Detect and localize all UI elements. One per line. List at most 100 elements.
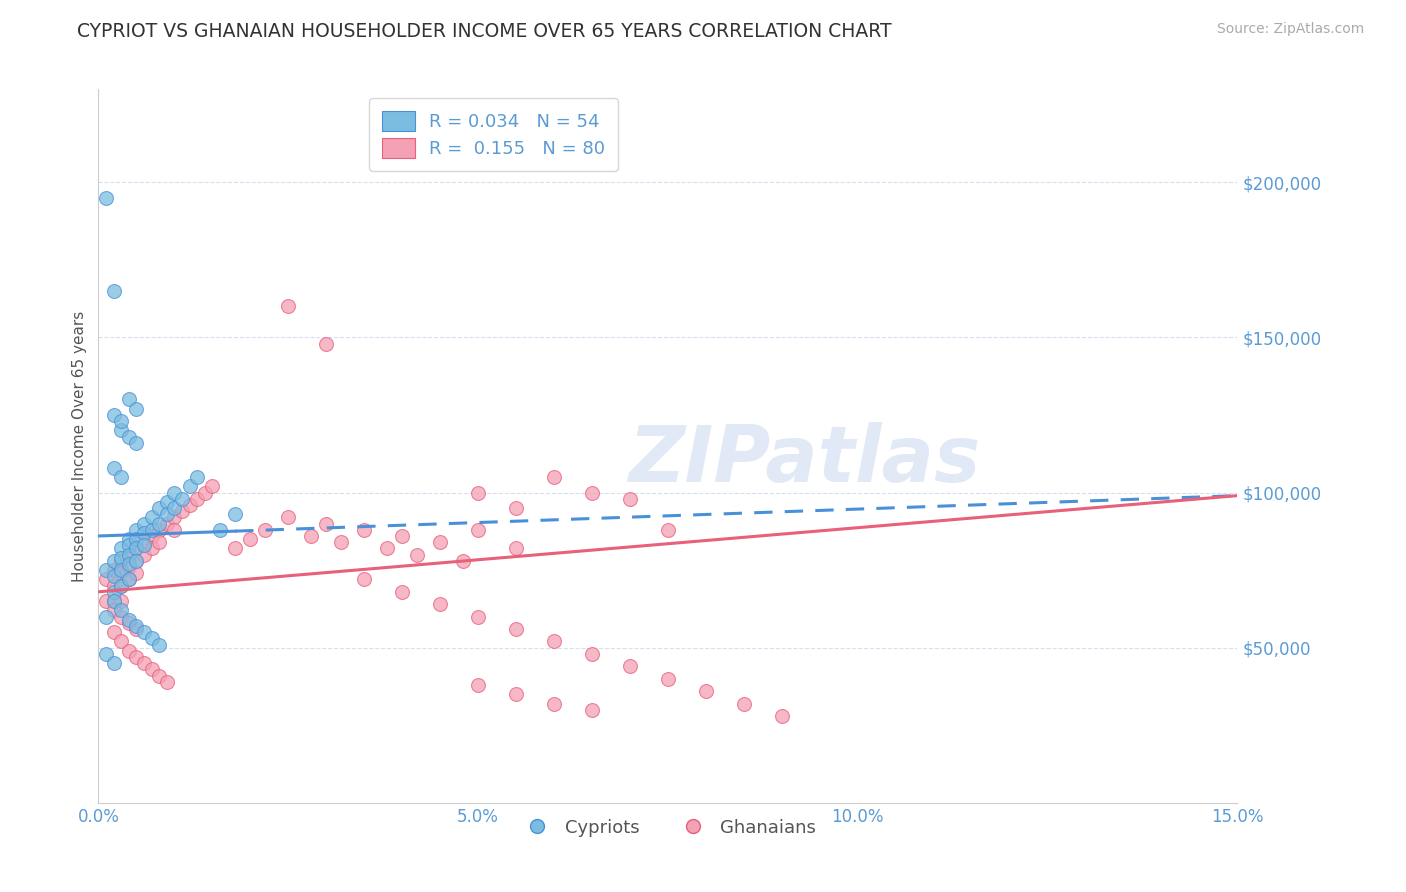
Point	[299, 529, 322, 543]
Text: Source: ZipAtlas.com: Source: ZipAtlas.com	[1216, 22, 1364, 37]
Point	[163, 510, 186, 524]
Point	[619, 659, 641, 673]
Point	[110, 579, 132, 593]
Point	[125, 532, 148, 546]
Point	[543, 634, 565, 648]
Point	[208, 523, 231, 537]
Point	[375, 541, 398, 556]
Point	[118, 560, 141, 574]
Point	[581, 647, 603, 661]
Point	[391, 584, 413, 599]
Point	[315, 336, 337, 351]
Point	[110, 609, 132, 624]
Point	[170, 491, 193, 506]
Point	[103, 656, 125, 670]
Point	[733, 697, 755, 711]
Point	[94, 573, 117, 587]
Point	[156, 516, 179, 531]
Point	[103, 554, 125, 568]
Point	[186, 470, 208, 484]
Point	[94, 191, 117, 205]
Point	[94, 594, 117, 608]
Point	[110, 603, 132, 617]
Point	[156, 495, 179, 509]
Point	[110, 550, 132, 565]
Point	[163, 485, 186, 500]
Point	[391, 529, 413, 543]
Point	[505, 687, 527, 701]
Point	[141, 632, 163, 646]
Point	[125, 619, 148, 633]
Point	[186, 491, 208, 506]
Point	[141, 541, 163, 556]
Y-axis label: Householder Income Over 65 years: Householder Income Over 65 years	[72, 310, 87, 582]
Point	[224, 508, 246, 522]
Point	[163, 523, 186, 537]
Point	[110, 594, 132, 608]
Point	[118, 430, 141, 444]
Point	[132, 656, 155, 670]
Point	[201, 479, 224, 493]
Point	[125, 622, 148, 636]
Point	[505, 501, 527, 516]
Point	[239, 532, 262, 546]
Point	[132, 535, 155, 549]
Point	[156, 508, 179, 522]
Point	[118, 573, 141, 587]
Point	[194, 485, 217, 500]
Point	[103, 594, 125, 608]
Point	[110, 634, 132, 648]
Point	[179, 498, 201, 512]
Point	[118, 548, 141, 562]
Point	[163, 501, 186, 516]
Point	[110, 563, 132, 577]
Point	[224, 541, 246, 556]
Point	[170, 504, 193, 518]
Point	[353, 573, 375, 587]
Point	[467, 523, 489, 537]
Point	[277, 299, 299, 313]
Point	[103, 460, 125, 475]
Point	[619, 491, 641, 506]
Point	[103, 625, 125, 640]
Point	[125, 523, 148, 537]
Point	[110, 566, 132, 581]
Point	[141, 662, 163, 676]
Point	[125, 541, 148, 556]
Point	[94, 647, 117, 661]
Point	[277, 510, 299, 524]
Point	[110, 424, 132, 438]
Point	[543, 697, 565, 711]
Point	[110, 554, 132, 568]
Point	[148, 516, 170, 531]
Point	[141, 523, 163, 537]
Point	[125, 436, 148, 450]
Point	[330, 535, 353, 549]
Point	[148, 501, 170, 516]
Point	[254, 523, 277, 537]
Point	[156, 674, 179, 689]
Point	[353, 523, 375, 537]
Point	[451, 554, 474, 568]
Point	[429, 597, 451, 611]
Point	[110, 541, 132, 556]
Point	[118, 538, 141, 552]
Legend: Cypriots, Ghanaians: Cypriots, Ghanaians	[512, 812, 824, 844]
Point	[125, 650, 148, 665]
Point	[148, 638, 170, 652]
Point	[148, 535, 170, 549]
Point	[118, 557, 141, 571]
Point	[110, 579, 132, 593]
Point	[103, 563, 125, 577]
Point	[406, 548, 429, 562]
Point	[118, 573, 141, 587]
Point	[118, 532, 141, 546]
Point	[110, 414, 132, 428]
Point	[581, 703, 603, 717]
Point	[125, 401, 148, 416]
Point	[467, 678, 489, 692]
Point	[770, 709, 793, 723]
Point	[543, 470, 565, 484]
Point	[103, 584, 125, 599]
Point	[103, 603, 125, 617]
